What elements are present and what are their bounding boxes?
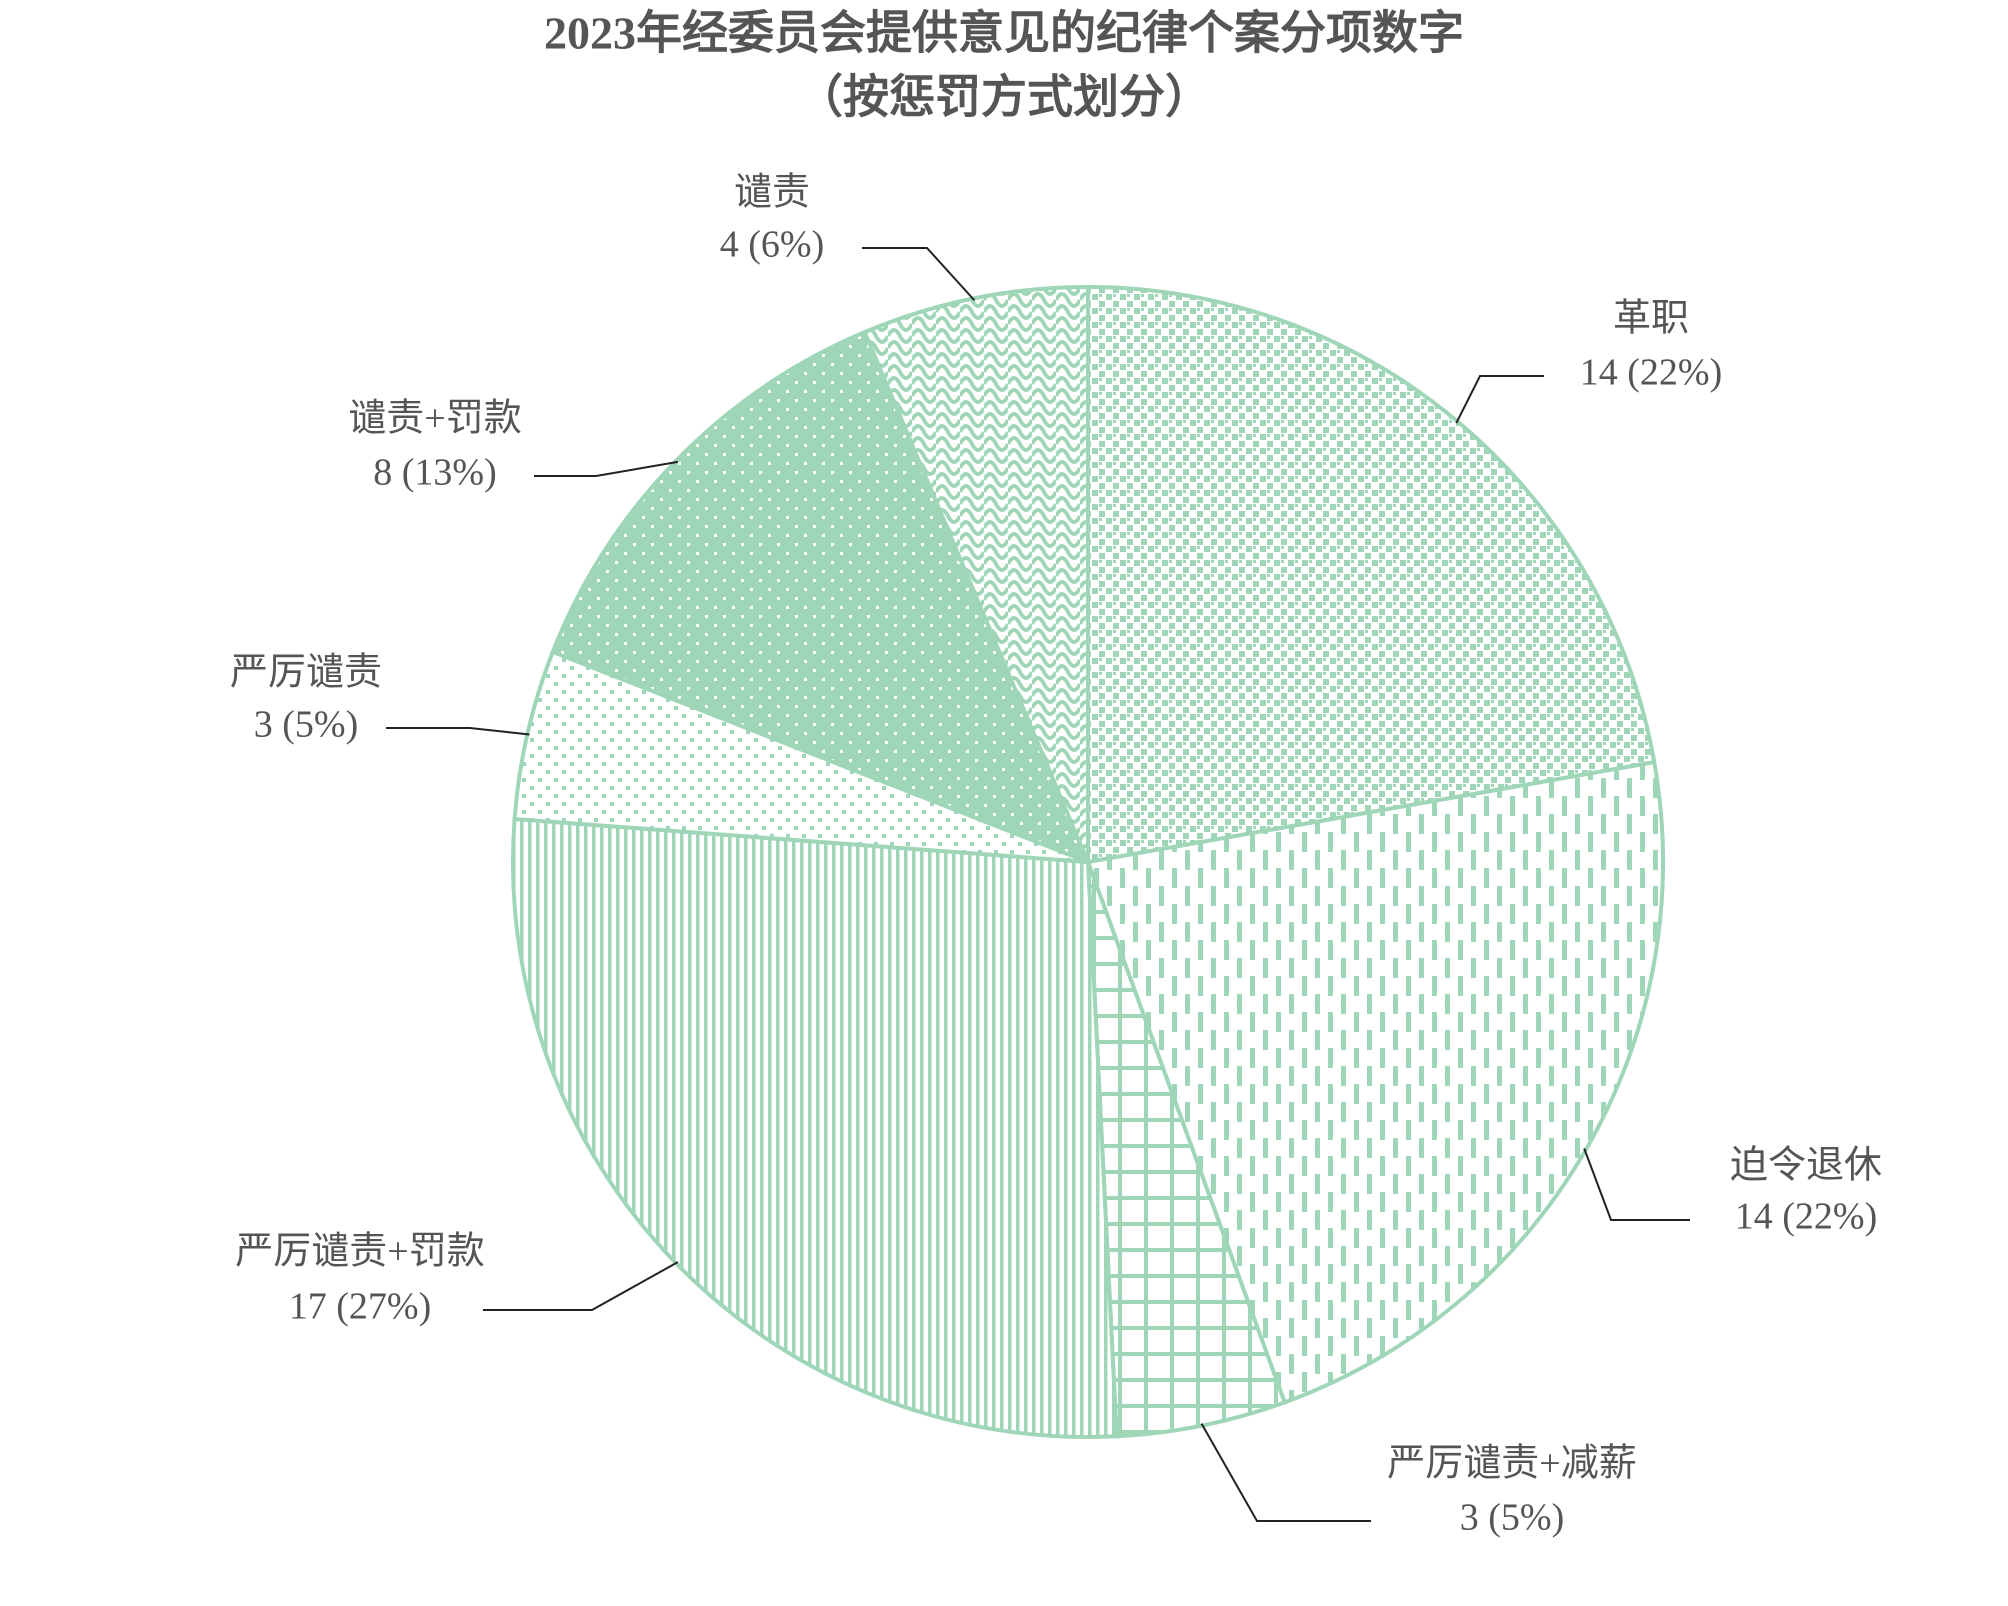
pie-slice [862, 284, 1090, 863]
chart-subtitle: （按惩罚方式划分） [797, 72, 1211, 123]
slice-label: 严厉谴责+罚款 [235, 1231, 484, 1273]
leader-line [1583, 1148, 1690, 1221]
pie-slice [550, 329, 1092, 866]
leader-line [1455, 375, 1544, 424]
slice-value-label: 3 (5%) [1460, 1497, 1564, 1539]
leader-line [862, 247, 976, 302]
leader-line [1200, 1423, 1371, 1522]
leader-line [483, 1261, 679, 1311]
slice-label: 革职 [1613, 298, 1689, 340]
slice-value-label: 3 (5%) [254, 704, 358, 746]
slice-label: 谴责 [734, 172, 810, 214]
slice-label: 迫令退休 [1730, 1145, 1882, 1187]
slice-label: 严厉谴责+减薪 [1387, 1443, 1636, 1485]
slice-value-label: 17 (27%) [289, 1286, 431, 1328]
pie-slice [1085, 759, 1665, 1405]
slice-value-label: 14 (22%) [1580, 352, 1722, 394]
slice-value-label: 4 (6%) [720, 224, 824, 266]
slice-value-label: 8 (13%) [373, 452, 496, 494]
chart-title: 2023年经委员会提供意见的纪律个案分项数字 [544, 8, 1464, 59]
slice-value-label: 14 (22%) [1735, 1196, 1877, 1238]
slice-label: 严厉谴责 [230, 652, 382, 694]
leader-line [534, 460, 678, 477]
slice-label: 谴责+罚款 [348, 398, 521, 440]
leader-line [386, 727, 530, 736]
pie-slice [511, 816, 1119, 1439]
